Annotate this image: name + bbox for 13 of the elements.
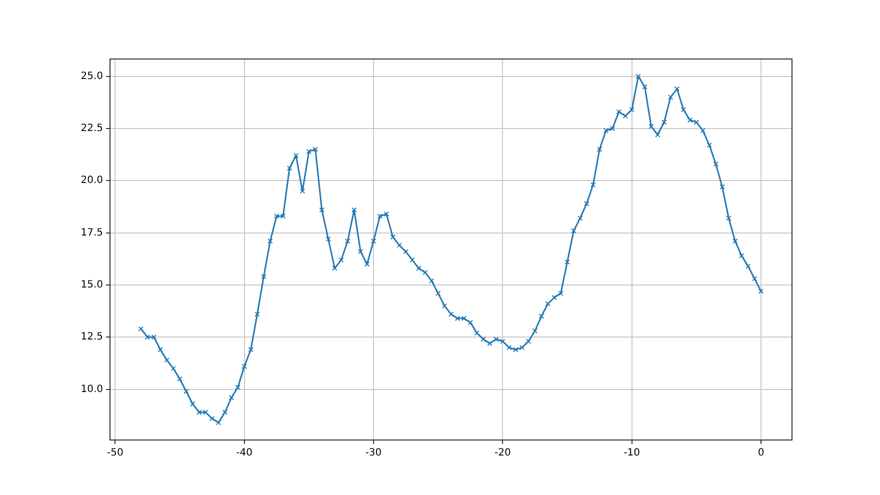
x-tick-label: -40 xyxy=(236,448,253,459)
y-tick-label: 25.0 xyxy=(80,70,103,82)
y-tick-label: 10.0 xyxy=(80,384,103,395)
x-tick-label: 0 xyxy=(758,448,764,459)
x-tick-label: -30 xyxy=(365,448,382,459)
x-tick-label: -10 xyxy=(624,448,640,459)
y-tick-label: 22.5 xyxy=(80,123,103,134)
y-tick-label: 15.0 xyxy=(80,280,103,291)
y-tick-label: 12.5 xyxy=(80,332,103,343)
y-tick-label: 20.0 xyxy=(80,175,103,186)
y-tick-label: 17.5 xyxy=(80,227,103,238)
x-tick-label: -50 xyxy=(106,448,124,459)
x-tick-label: -20 xyxy=(494,448,511,459)
